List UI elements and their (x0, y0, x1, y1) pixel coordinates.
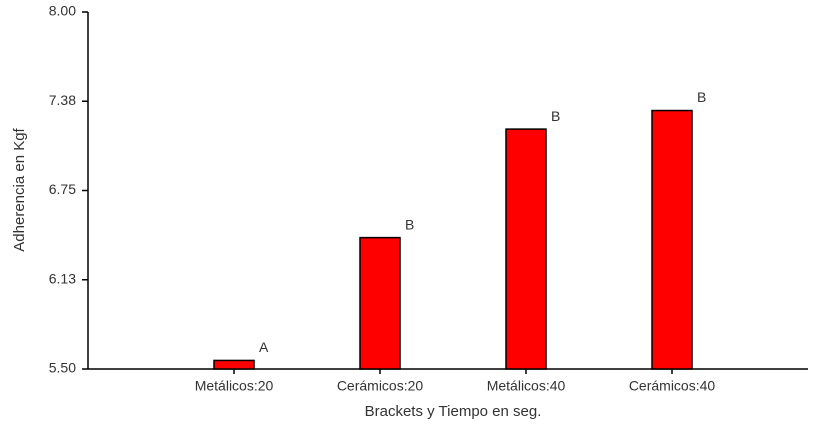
x-axis-title: Brackets y Tiempo en seg. (365, 403, 542, 420)
bar (505, 128, 547, 370)
x-tick-label: Cerámicos:20 (337, 378, 424, 394)
bar (651, 109, 693, 370)
bar (359, 236, 401, 370)
annotation: B (551, 108, 560, 124)
y-tick-label: 6.13 (49, 270, 76, 286)
bar (213, 359, 255, 370)
y-axis-title: Adherencia en Kgf (11, 127, 28, 251)
annotation: A (259, 339, 269, 355)
annotation: B (405, 216, 414, 232)
y-tick-label: 6.75 (49, 181, 76, 197)
x-tick-label: Metálicos:20 (195, 378, 274, 394)
x-tick-label: Cerámicos:40 (629, 378, 716, 394)
y-tick-label: 8.00 (49, 3, 76, 19)
y-tick-label: 7.38 (49, 92, 76, 108)
annotation: B (697, 89, 706, 105)
y-tick-label: 5.50 (49, 360, 76, 376)
x-tick-label: Metálicos:40 (487, 378, 566, 394)
